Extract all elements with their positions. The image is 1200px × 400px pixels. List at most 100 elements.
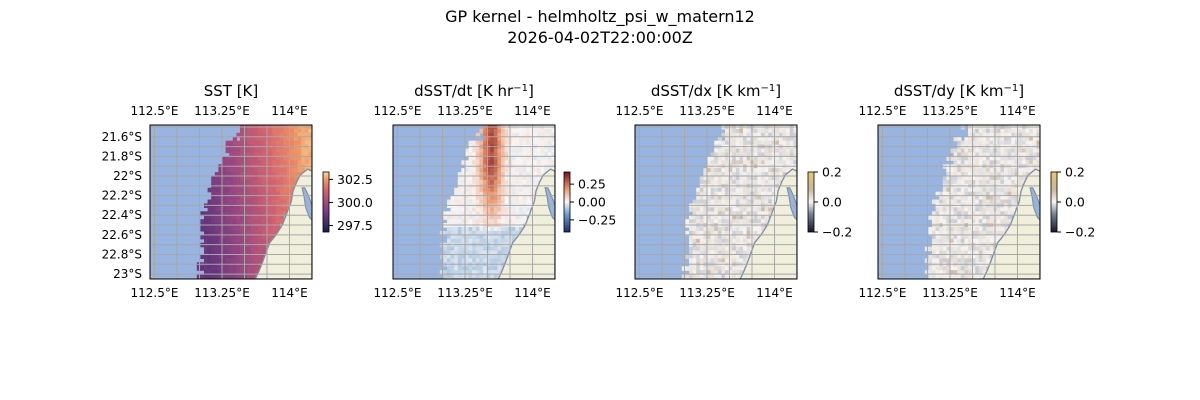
data-cell <box>732 234 737 240</box>
data-cell <box>1025 140 1030 146</box>
data-cell <box>1014 179 1019 185</box>
data-cell <box>258 219 263 224</box>
data-cell <box>953 207 958 212</box>
data-cell <box>243 246 248 252</box>
data-cell <box>739 246 744 252</box>
data-cell <box>504 160 509 165</box>
data-cell <box>243 266 248 271</box>
data-cell <box>283 148 288 154</box>
data-cell <box>522 140 527 146</box>
lat-tick-label: 22.4°S <box>102 208 142 222</box>
data-cell <box>290 140 295 146</box>
data-cell <box>450 266 455 271</box>
data-cell <box>1022 128 1027 134</box>
chart-panel: SST [K]112.5°E112.5°E113.25°E113.25°E114… <box>102 82 373 300</box>
data-cell <box>236 187 241 193</box>
data-cell <box>283 128 288 134</box>
data-cell <box>739 199 744 205</box>
data-cell <box>743 246 748 252</box>
data-cell <box>243 152 248 157</box>
data-cell <box>728 132 733 138</box>
data-cell <box>207 246 212 252</box>
data-cell <box>964 148 969 154</box>
data-cell <box>254 238 259 244</box>
data-cell <box>457 227 462 232</box>
data-cell <box>547 140 552 146</box>
data-cell <box>468 219 473 224</box>
data-cell <box>544 148 549 154</box>
data-cell <box>236 195 241 201</box>
data-cell <box>515 187 520 193</box>
data-cell <box>689 234 694 240</box>
data-cell <box>1014 187 1019 193</box>
data-cell <box>1025 152 1030 157</box>
data-cell <box>710 258 715 263</box>
data-cell <box>515 195 520 201</box>
data-cell <box>236 140 241 146</box>
data-cell <box>483 187 488 193</box>
data-cell <box>968 207 973 212</box>
data-cell <box>236 254 241 259</box>
data-cell <box>953 230 958 236</box>
data-cell <box>254 266 259 271</box>
data-cell <box>710 176 715 181</box>
data-cell <box>551 156 555 161</box>
data-cell <box>707 191 712 197</box>
data-cell <box>746 132 751 138</box>
data-cell <box>229 227 234 232</box>
data-cell <box>519 128 524 134</box>
data-cell <box>247 136 252 142</box>
data-cell <box>493 156 498 161</box>
data-cell <box>721 152 726 157</box>
data-cell <box>753 199 758 205</box>
data-cell <box>764 187 769 193</box>
data-cell <box>789 156 794 161</box>
data-cell <box>454 191 459 197</box>
data-cell <box>272 230 277 236</box>
data-cell <box>486 274 491 279</box>
data-cell <box>964 199 969 205</box>
data-cell <box>1029 136 1034 142</box>
data-cell <box>240 136 245 142</box>
data-cell <box>768 140 773 146</box>
data-cell <box>960 168 965 173</box>
data-cell <box>1014 195 1019 201</box>
data-cell <box>207 234 212 240</box>
data-cell <box>214 234 219 240</box>
data-cell <box>1000 128 1005 134</box>
data-cell <box>703 274 708 279</box>
data-cell <box>286 140 291 146</box>
data-cell <box>479 215 484 220</box>
data-cell <box>501 199 506 205</box>
data-cell <box>996 227 1001 232</box>
data-cell <box>308 156 312 161</box>
data-cell <box>544 132 549 138</box>
data-cell <box>544 136 549 142</box>
data-cell <box>932 250 937 256</box>
colorbar-gradient <box>322 171 330 233</box>
data-cell <box>743 238 748 244</box>
data-cell <box>272 136 277 142</box>
data-cell <box>504 128 509 134</box>
data-cell <box>932 246 937 252</box>
data-cell <box>757 230 762 236</box>
data-cell <box>276 207 281 212</box>
data-cell <box>771 152 776 157</box>
data-cell <box>497 227 502 232</box>
data-cell <box>229 234 234 240</box>
data-cell <box>297 148 302 154</box>
data-cell <box>707 250 712 256</box>
data-cell <box>725 156 730 161</box>
data-cell <box>497 219 502 224</box>
data-cell <box>764 132 769 138</box>
data-cell <box>486 215 491 220</box>
data-cell <box>247 211 252 216</box>
data-cell <box>717 266 722 271</box>
data-cell <box>493 246 498 252</box>
data-cell <box>232 168 237 173</box>
data-cell <box>786 140 791 146</box>
data-cell <box>272 191 277 197</box>
data-cell <box>743 219 748 224</box>
data-cell <box>968 179 973 185</box>
data-cell <box>211 234 216 240</box>
